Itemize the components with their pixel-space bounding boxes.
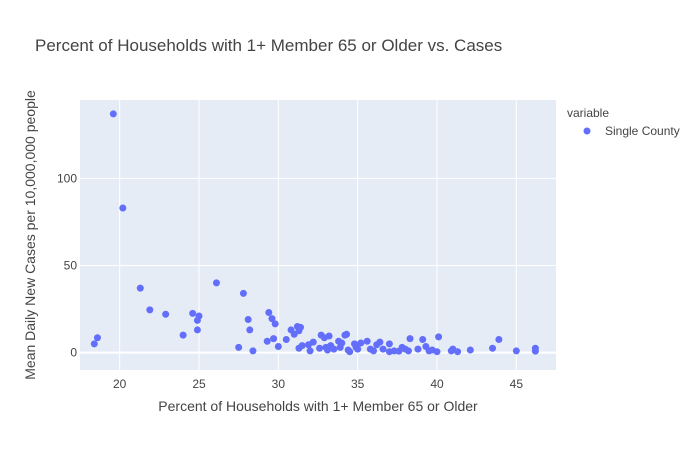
data-point[interactable]	[239, 289, 247, 297]
legend[interactable]: variable Single County	[567, 106, 680, 138]
data-point[interactable]	[385, 340, 393, 348]
data-point[interactable]	[343, 330, 351, 338]
data-point[interactable]	[512, 347, 520, 355]
data-point[interactable]	[246, 326, 254, 334]
data-point[interactable]	[189, 309, 197, 317]
data-point[interactable]	[119, 204, 127, 212]
data-point[interactable]	[357, 339, 365, 347]
data-point[interactable]	[274, 342, 282, 350]
chart-title: Percent of Households with 1+ Member 65 …	[35, 36, 502, 55]
data-point[interactable]	[531, 344, 539, 352]
x-tick-label: 35	[351, 377, 365, 391]
data-point[interactable]	[316, 344, 324, 352]
data-point[interactable]	[435, 333, 443, 341]
data-point[interactable]	[454, 348, 462, 356]
data-point[interactable]	[90, 340, 98, 348]
y-tick-label: 0	[70, 346, 77, 360]
data-point[interactable]	[466, 346, 474, 354]
data-point[interactable]	[297, 323, 305, 331]
data-point[interactable]	[193, 326, 201, 334]
data-point[interactable]	[433, 348, 441, 356]
data-point[interactable]	[298, 342, 306, 350]
data-point[interactable]	[270, 335, 278, 343]
data-point[interactable]	[404, 347, 412, 355]
data-point[interactable]	[338, 339, 346, 347]
data-point[interactable]	[379, 345, 387, 353]
data-point[interactable]	[346, 348, 354, 356]
y-axis-title: Mean Daily New Cases per 10,000,000 peop…	[22, 90, 38, 380]
data-points[interactable]	[90, 110, 539, 356]
legend-marker	[583, 127, 591, 135]
data-point[interactable]	[370, 347, 378, 355]
plot-background	[80, 100, 556, 370]
data-point[interactable]	[330, 345, 338, 353]
data-point[interactable]	[325, 332, 333, 340]
data-point[interactable]	[93, 334, 101, 342]
legend-title: variable	[567, 106, 609, 120]
data-point[interactable]	[162, 310, 170, 318]
data-point[interactable]	[265, 309, 273, 317]
x-axis-title: Percent of Households with 1+ Member 65 …	[158, 398, 478, 414]
data-point[interactable]	[235, 343, 243, 351]
data-point[interactable]	[495, 336, 503, 344]
data-point[interactable]	[195, 312, 203, 320]
data-point[interactable]	[109, 110, 117, 118]
data-point[interactable]	[309, 338, 317, 346]
x-tick-label: 40	[430, 377, 444, 391]
data-point[interactable]	[179, 331, 187, 339]
data-point[interactable]	[363, 337, 371, 345]
data-point[interactable]	[244, 315, 252, 323]
data-point[interactable]	[354, 345, 362, 353]
data-point[interactable]	[489, 344, 497, 352]
tick-labels: 20 25 30 35 40 45 0 50 100	[57, 171, 523, 391]
data-point[interactable]	[282, 336, 290, 344]
data-point[interactable]	[406, 335, 414, 343]
x-tick-label: 45	[510, 377, 524, 391]
data-point[interactable]	[306, 347, 314, 355]
data-point[interactable]	[136, 284, 144, 292]
data-point[interactable]	[212, 279, 220, 287]
data-point[interactable]	[249, 347, 257, 355]
data-point[interactable]	[376, 338, 384, 346]
grid-lines	[80, 100, 556, 370]
x-tick-label: 30	[272, 377, 286, 391]
data-point[interactable]	[263, 337, 271, 345]
legend-label: Single County	[605, 124, 680, 138]
x-tick-label: 20	[113, 377, 127, 391]
y-tick-label: 50	[64, 258, 78, 272]
x-tick-label: 25	[192, 377, 206, 391]
data-point[interactable]	[146, 306, 154, 314]
y-tick-label: 100	[57, 171, 77, 185]
data-point[interactable]	[414, 345, 422, 353]
data-point[interactable]	[271, 320, 279, 328]
data-point[interactable]	[419, 336, 427, 344]
legend-item-single-county[interactable]: Single County	[583, 124, 680, 138]
data-point[interactable]	[268, 315, 276, 323]
